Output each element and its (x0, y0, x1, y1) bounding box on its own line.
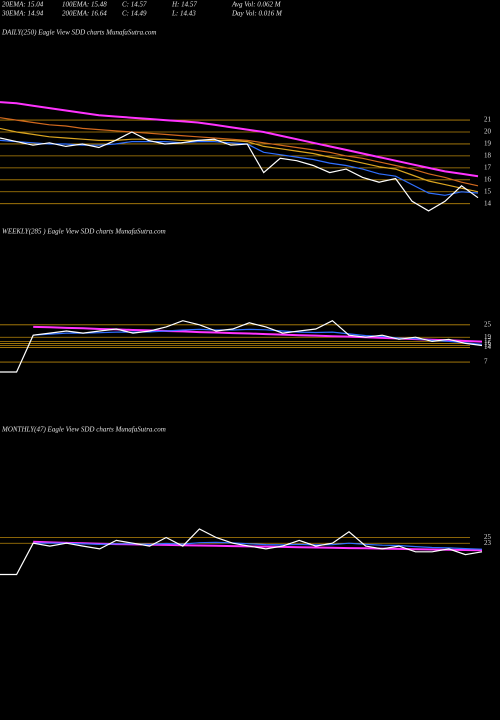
y-tick-label: 15 (484, 187, 492, 195)
y-tick-label: 25 (484, 533, 492, 541)
series-line (0, 117, 479, 187)
header-stat: Avg Vol: 0.062 M (231, 1, 282, 9)
y-tick-label: 21 (484, 116, 492, 124)
header-stat: 200EMA: 16.64 (62, 10, 107, 18)
y-tick-label: 19 (484, 140, 492, 148)
series-line (0, 101, 479, 178)
header-stat: 100EMA: 15.48 (62, 1, 107, 9)
y-tick-label: 25 (484, 320, 492, 328)
panel-title: WEEKLY(285 ) Eagle View SDD charts Munaf… (2, 228, 166, 236)
series-line (0, 127, 479, 193)
y-tick-label: 20 (484, 128, 492, 136)
header-stat: 20EMA: 15.04 (2, 1, 44, 9)
panel-title: DAILY(250) Eagle View SDD charts MunafaS… (1, 29, 157, 37)
header-stat: L: 14.43 (171, 10, 196, 18)
y-tick-label: 17 (484, 337, 492, 345)
y-tick-label: 14 (484, 199, 492, 207)
header-stat: H: 14.57 (171, 1, 197, 9)
header-stat: C: 14.49 (122, 10, 147, 18)
y-tick-label: 7 (484, 358, 488, 366)
y-tick-label: 18 (484, 152, 492, 160)
y-tick-label: 19 (484, 333, 492, 341)
y-tick-label: 16 (484, 339, 492, 347)
panel-title: MONTHLY(47) Eagle View SDD charts Munafa… (1, 426, 166, 434)
series-line (0, 319, 483, 373)
y-tick-label: 15 (484, 341, 492, 349)
y-tick-label: 23 (484, 539, 492, 547)
y-tick-label: 17 (484, 163, 492, 171)
header-stat: C: 14.57 (122, 1, 147, 9)
series-line (0, 131, 479, 212)
header-stat: 30EMA: 14.94 (1, 10, 44, 18)
header-stat: Day Vol: 0.016 M (231, 10, 283, 18)
series-line (0, 528, 483, 576)
y-tick-label: 16 (484, 175, 492, 183)
y-tick-label: 14 (484, 343, 492, 351)
